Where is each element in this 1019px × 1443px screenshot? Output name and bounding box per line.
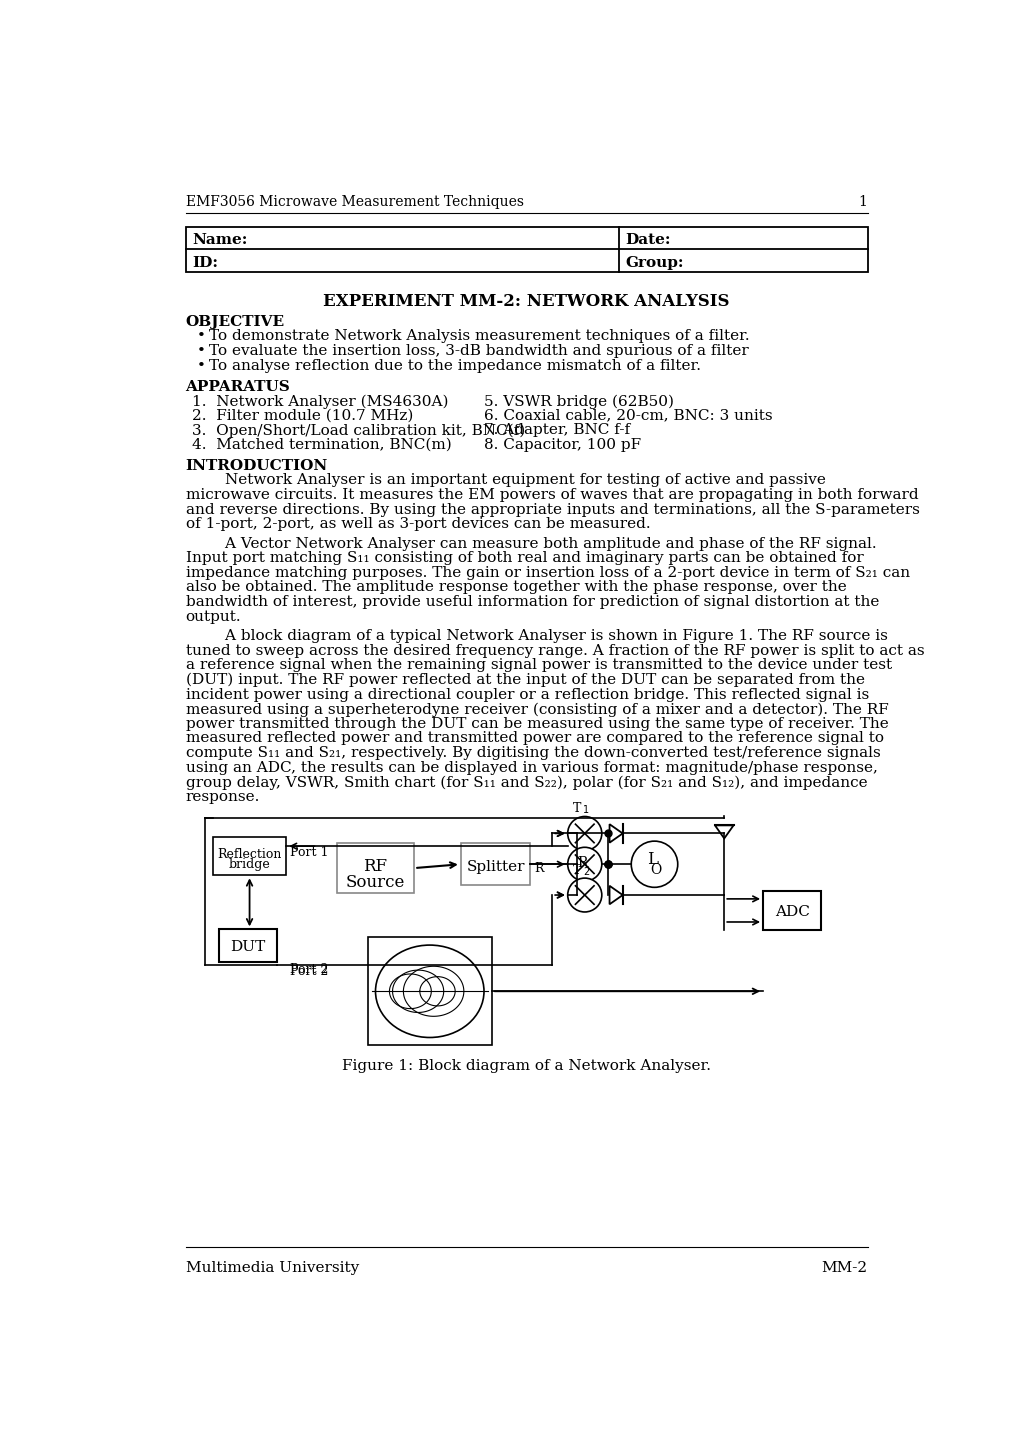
Text: T: T xyxy=(572,863,580,876)
Text: EMF3056 Microwave Measurement Techniques: EMF3056 Microwave Measurement Techniques xyxy=(185,195,523,209)
Bar xyxy=(213,837,286,876)
Bar xyxy=(219,929,277,961)
Text: To analyse reflection due to the impedance mismatch of a filter.: To analyse reflection due to the impedan… xyxy=(209,359,700,372)
Text: Port 2: Port 2 xyxy=(290,962,328,975)
Bar xyxy=(368,938,491,1045)
Text: 1.  Network Analyser (MS4630A): 1. Network Analyser (MS4630A) xyxy=(192,394,448,408)
Text: using an ADC, the results can be displayed in various format: magnitude/phase re: using an ADC, the results can be display… xyxy=(185,760,876,775)
Text: 1: 1 xyxy=(583,805,589,815)
Text: A Vector Network Analyser can measure both amplitude and phase of the RF signal.: A Vector Network Analyser can measure bo… xyxy=(185,537,875,551)
Bar xyxy=(336,843,414,893)
Text: Network Analyser is an important equipment for testing of active and passive: Network Analyser is an important equipme… xyxy=(185,473,824,488)
Text: power transmitted through the DUT can be measured using the same type of receive: power transmitted through the DUT can be… xyxy=(185,717,888,730)
Text: ADC: ADC xyxy=(773,905,809,919)
Text: 2.  Filter module (10.7 MHz): 2. Filter module (10.7 MHz) xyxy=(192,408,413,423)
Text: 1: 1 xyxy=(858,195,867,209)
Text: Port 2: Port 2 xyxy=(290,965,328,978)
Bar xyxy=(762,892,820,929)
Circle shape xyxy=(568,847,601,882)
Text: bandwidth of interest, provide useful information for prediction of signal disto: bandwidth of interest, provide useful in… xyxy=(185,595,878,609)
Text: A block diagram of a typical Network Analyser is shown in Figure 1. The RF sourc: A block diagram of a typical Network Ana… xyxy=(185,629,887,644)
Text: To evaluate the insertion loss, 3-dB bandwidth and spurious of a filter: To evaluate the insertion loss, 3-dB ban… xyxy=(209,343,748,358)
Text: 6. Coaxial cable, 20-cm, BNC: 3 units: 6. Coaxial cable, 20-cm, BNC: 3 units xyxy=(484,408,771,423)
Text: measured reflected power and transmitted power are compared to the reference sig: measured reflected power and transmitted… xyxy=(185,732,882,746)
Text: ID:: ID: xyxy=(192,255,218,270)
Text: 5. VSWR bridge (62B50): 5. VSWR bridge (62B50) xyxy=(484,394,674,408)
Text: OBJECTIVE: OBJECTIVE xyxy=(185,315,284,329)
FancyBboxPatch shape xyxy=(185,227,867,271)
Text: T: T xyxy=(572,802,580,815)
Text: 8. Capacitor, 100 pF: 8. Capacitor, 100 pF xyxy=(484,439,641,452)
Text: To demonstrate Network Analysis measurement techniques of a filter.: To demonstrate Network Analysis measurem… xyxy=(209,329,749,343)
Text: R: R xyxy=(577,857,587,870)
Circle shape xyxy=(568,817,601,850)
Text: tuned to sweep across the desired frequency range. A fraction of the RF power is: tuned to sweep across the desired freque… xyxy=(185,644,923,658)
Text: (DUT) input. The RF power reflected at the input of the DUT can be separated fro: (DUT) input. The RF power reflected at t… xyxy=(185,672,864,687)
Text: also be obtained. The amplitude response together with the phase response, over : also be obtained. The amplitude response… xyxy=(185,580,846,595)
Text: and reverse directions. By using the appropriate inputs and terminations, all th: and reverse directions. By using the app… xyxy=(185,502,918,517)
Text: Figure 1: Block diagram of a Network Analyser.: Figure 1: Block diagram of a Network Ana… xyxy=(341,1059,710,1074)
Text: Name:: Name: xyxy=(192,234,247,247)
Text: •: • xyxy=(197,359,206,372)
Text: of 1-port, 2-port, as well as 3-port devices can be measured.: of 1-port, 2-port, as well as 3-port dev… xyxy=(185,518,650,531)
Text: a reference signal when the remaining signal power is transmitted to the device : a reference signal when the remaining si… xyxy=(185,658,891,672)
Text: Reflection: Reflection xyxy=(217,847,281,860)
Text: Input port matching S₁₁ consisting of both real and imaginary parts can be obtai: Input port matching S₁₁ consisting of bo… xyxy=(185,551,862,566)
Bar xyxy=(461,843,530,886)
Text: APPARATUS: APPARATUS xyxy=(185,380,290,394)
Text: output.: output. xyxy=(185,610,242,623)
Text: Port 1: Port 1 xyxy=(290,846,328,859)
Text: group delay, VSWR, Smith chart (for S₁₁ and S₂₂), polar (for S₂₁ and S₁₂), and i: group delay, VSWR, Smith chart (for S₁₁ … xyxy=(185,775,866,789)
Text: Multimedia University: Multimedia University xyxy=(185,1261,359,1276)
Text: O: O xyxy=(650,863,661,877)
Circle shape xyxy=(631,841,677,887)
Text: Splitter: Splitter xyxy=(466,860,525,874)
Text: Date:: Date: xyxy=(625,234,669,247)
Text: L: L xyxy=(647,851,658,869)
Text: microwave circuits. It measures the EM powers of waves that are propagating in b: microwave circuits. It measures the EM p… xyxy=(185,488,917,502)
Text: compute S₁₁ and S₂₁, respectively. By digitising the down-converted test/referen: compute S₁₁ and S₂₁, respectively. By di… xyxy=(185,746,879,760)
Text: 2: 2 xyxy=(583,867,589,876)
Text: 4.  Matched termination, BNC(m): 4. Matched termination, BNC(m) xyxy=(192,439,451,452)
Text: •: • xyxy=(197,329,206,343)
Text: impedance matching purposes. The gain or insertion loss of a 2-port device in te: impedance matching purposes. The gain or… xyxy=(185,566,909,580)
Text: •: • xyxy=(197,343,206,358)
Text: 7. Adapter, BNC f-f: 7. Adapter, BNC f-f xyxy=(484,423,630,437)
Text: DUT: DUT xyxy=(230,939,265,954)
Text: incident power using a directional coupler or a reflection bridge. This reflecte: incident power using a directional coupl… xyxy=(185,687,868,701)
Text: INTRODUCTION: INTRODUCTION xyxy=(185,459,327,473)
Text: RF: RF xyxy=(363,859,387,876)
Text: bridge: bridge xyxy=(228,859,270,872)
Text: response.: response. xyxy=(185,789,260,804)
Text: measured using a superheterodyne receiver (consisting of a mixer and a detector): measured using a superheterodyne receive… xyxy=(185,703,888,717)
Text: Source: Source xyxy=(345,874,405,890)
Circle shape xyxy=(568,879,601,912)
Text: Group:: Group: xyxy=(625,255,683,270)
Text: 3.  Open/Short/Load calibration kit, BNC(f): 3. Open/Short/Load calibration kit, BNC(… xyxy=(192,423,525,437)
Text: EXPERIMENT MM-2: NETWORK ANALYSIS: EXPERIMENT MM-2: NETWORK ANALYSIS xyxy=(323,293,730,310)
Text: MM-2: MM-2 xyxy=(820,1261,867,1276)
Text: R: R xyxy=(534,861,543,874)
